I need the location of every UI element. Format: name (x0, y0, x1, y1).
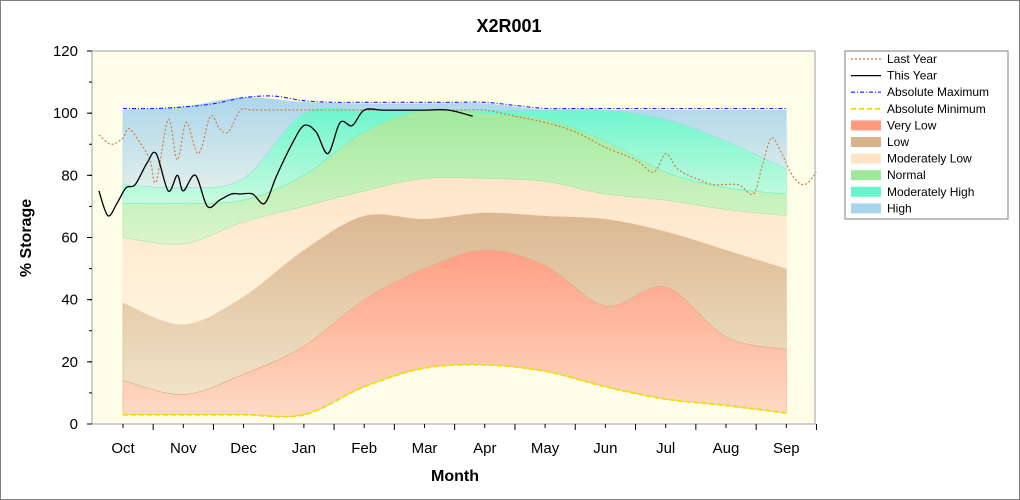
x-tick-label: Jul (656, 440, 675, 457)
x-tick-label: Jan (292, 440, 316, 457)
y-tick-label: 0 (70, 416, 78, 433)
y-tick-label: 80 (61, 167, 78, 184)
legend-swatch-high (851, 203, 881, 214)
y-tick-label: 20 (61, 354, 78, 371)
x-tick-label: Jun (593, 440, 617, 457)
band-layer (122, 97, 787, 418)
y-tick-label: 120 (53, 43, 78, 60)
x-tick-label: Mar (412, 440, 438, 457)
y-tick-label: 100 (53, 105, 78, 122)
legend-swatch-moderately-high (851, 186, 881, 197)
legend-swatch-normal (851, 170, 881, 181)
x-tick-label: May (531, 440, 560, 457)
series-layer (98, 95, 817, 418)
legend-label-absolute-minimum: Absolute Minimum (887, 102, 986, 116)
legend: Last Year This Year Absolute Maximum Absolu… (844, 50, 1009, 220)
x-axis-title: Month (431, 468, 479, 485)
legend-label-moderately-high: Moderately High (887, 185, 974, 199)
x-tick-label: Apr (473, 440, 496, 457)
legend-label-low: Low (887, 135, 909, 149)
x-tick-label: Feb (351, 440, 377, 457)
x-tick-label: Oct (111, 440, 135, 457)
series-absolute-minimum (123, 363, 787, 418)
legend-label-absolute-maximum: Absolute Maximum (887, 85, 989, 99)
legend-label-this-year: This Year (887, 69, 937, 83)
x-tick-label: Sep (773, 440, 800, 457)
x-tick-label: Dec (230, 440, 257, 457)
legend-swatch-very-low (851, 120, 881, 131)
legend-swatch-low (851, 137, 881, 147)
chart-title: X2R001 (476, 16, 541, 36)
x-tick-label: Nov (170, 440, 197, 457)
y-tick-label: 60 (61, 230, 78, 247)
legend-label-very-low: Very Low (887, 118, 937, 132)
y-tick-label: 40 (61, 292, 78, 309)
legend-swatch-moderately-low (851, 153, 881, 164)
y-axis-title: % Storage (18, 199, 35, 277)
band-high (122, 97, 787, 189)
legend-label-high: High (887, 201, 912, 215)
legend-label-last-year: Last Year (887, 52, 937, 66)
axes: 0 20 40 60 80 100 120 Oct Nov Dec Jan Feb Mar Apr May J… (53, 43, 817, 457)
series-this-year (98, 108, 473, 217)
legend-label-normal: Normal (887, 168, 926, 182)
x-tick-label: Aug (713, 440, 740, 457)
legend-label-moderately-low: Moderately Low (887, 152, 972, 166)
